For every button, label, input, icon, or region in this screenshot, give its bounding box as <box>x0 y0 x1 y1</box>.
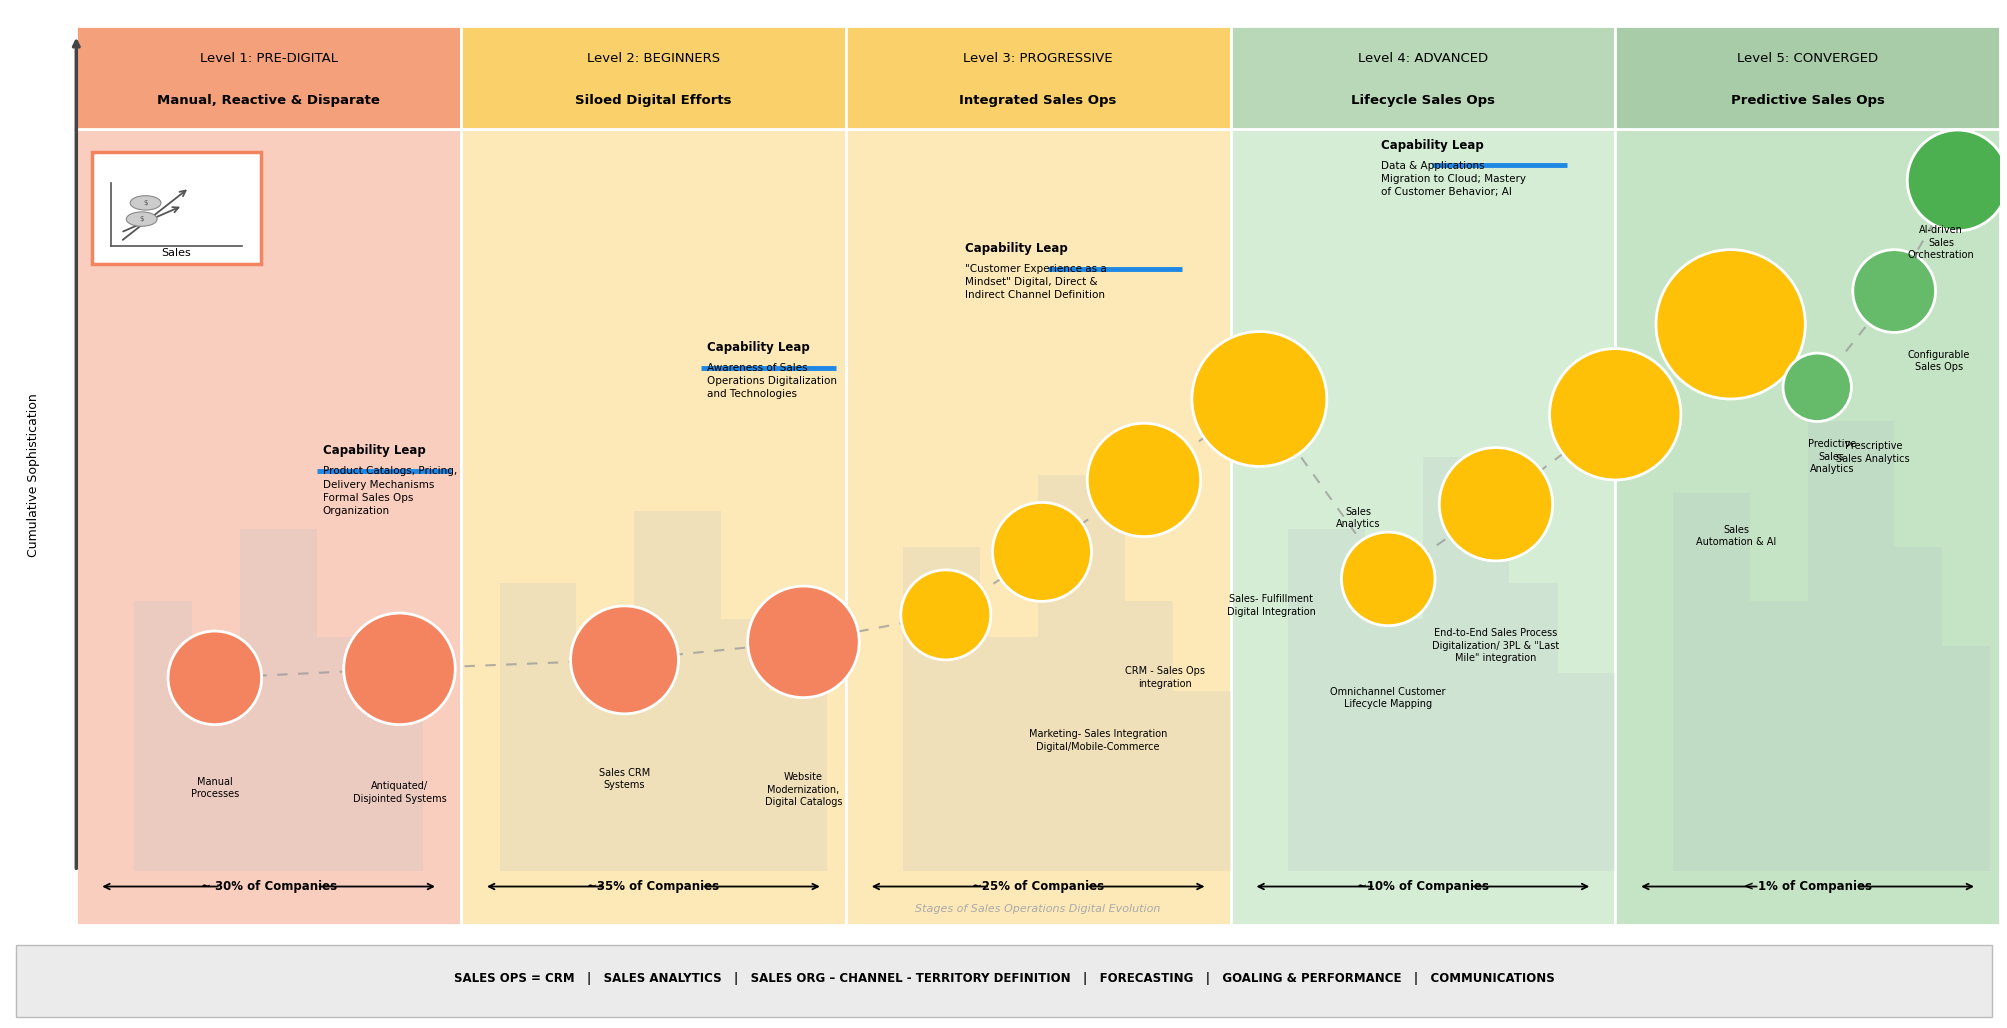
Text: Prescriptive
Sales Analytics: Prescriptive Sales Analytics <box>1836 441 1909 464</box>
Ellipse shape <box>1656 250 1804 399</box>
Text: Capability Leap: Capability Leap <box>965 242 1068 255</box>
Bar <box>1614 130 1999 925</box>
Text: Capability Leap: Capability Leap <box>1381 139 1483 152</box>
Bar <box>191 673 239 871</box>
Bar <box>1288 529 1365 871</box>
Text: Level 3: PROGRESSIVE: Level 3: PROGRESSIVE <box>963 52 1112 66</box>
Ellipse shape <box>1086 424 1200 537</box>
Text: Marketing- Sales Integration
Digital/Mobile-Commerce: Marketing- Sales Integration Digital/Mob… <box>1028 729 1166 751</box>
Bar <box>92 152 261 264</box>
Bar <box>903 547 979 871</box>
Text: Lifecycle Sales Ops: Lifecycle Sales Ops <box>1351 94 1493 107</box>
Ellipse shape <box>1907 130 2007 230</box>
Bar <box>845 26 1230 130</box>
Bar <box>1614 26 1999 130</box>
Text: Siloed Digital Efforts: Siloed Digital Efforts <box>574 94 731 107</box>
Text: Sales: Sales <box>161 249 191 258</box>
Bar <box>500 584 576 871</box>
Bar <box>1806 421 1893 871</box>
Bar <box>634 511 721 871</box>
Text: SALES OPS = CRM   |   SALES ANALYTICS   |   SALES ORG – CHANNEL - TERRITORY DEFI: SALES OPS = CRM | SALES ANALYTICS | SALE… <box>454 972 1553 985</box>
Bar <box>1423 457 1509 871</box>
Text: Website
Modernization,
Digital Catalogs: Website Modernization, Digital Catalogs <box>765 772 841 807</box>
Text: Cumulative Sophistication: Cumulative Sophistication <box>28 394 40 557</box>
Bar <box>1748 601 1806 871</box>
Text: ~10% of Companies: ~10% of Companies <box>1357 880 1487 893</box>
Bar <box>979 637 1038 871</box>
Text: Awareness of Sales
Operations Digitalization
and Technologies: Awareness of Sales Operations Digitaliza… <box>706 363 837 400</box>
Text: Predictive
Sales
Analytics: Predictive Sales Analytics <box>1806 440 1854 474</box>
Text: Data & Applications
Migration to Cloud; Mastery
of Customer Behavior; AI: Data & Applications Migration to Cloud; … <box>1381 160 1525 197</box>
Text: ~25% of Companies: ~25% of Companies <box>971 880 1104 893</box>
Ellipse shape <box>1439 447 1551 561</box>
Text: Manual
Processes: Manual Processes <box>191 777 239 799</box>
Text: ~ 30% of Companies: ~ 30% of Companies <box>201 880 337 893</box>
Bar <box>1893 547 1941 871</box>
Ellipse shape <box>1549 348 1680 480</box>
Text: Sales CRM
Systems: Sales CRM Systems <box>598 768 650 791</box>
Ellipse shape <box>1852 250 1935 332</box>
Ellipse shape <box>343 613 456 725</box>
Text: Stages of Sales Operations Digital Evolution: Stages of Sales Operations Digital Evolu… <box>915 904 1160 914</box>
Text: Sales
Analytics: Sales Analytics <box>1335 507 1381 529</box>
Text: $: $ <box>142 199 149 206</box>
Bar <box>462 26 845 130</box>
Bar <box>239 529 317 871</box>
Bar <box>1365 619 1423 871</box>
Bar <box>721 619 769 871</box>
Text: Capability Leap: Capability Leap <box>706 341 809 354</box>
Bar <box>845 130 1230 925</box>
Text: Sales
Automation & AI: Sales Automation & AI <box>1696 525 1776 547</box>
Bar <box>355 709 421 871</box>
Ellipse shape <box>747 586 859 698</box>
Text: Level 1: PRE-DIGITAL: Level 1: PRE-DIGITAL <box>199 52 337 66</box>
Bar <box>1124 601 1172 871</box>
Ellipse shape <box>1782 353 1850 421</box>
Bar <box>1557 673 1614 871</box>
Bar <box>462 130 845 925</box>
Bar <box>769 691 827 871</box>
Bar <box>1672 493 1748 871</box>
Text: Integrated Sales Ops: Integrated Sales Ops <box>959 94 1116 107</box>
Bar <box>1038 475 1124 871</box>
Text: Omnichannel Customer
Lifecycle Mapping: Omnichannel Customer Lifecycle Mapping <box>1331 687 1445 709</box>
Text: Level 2: BEGINNERS: Level 2: BEGINNERS <box>586 52 721 66</box>
Circle shape <box>126 212 157 226</box>
Text: CRM - Sales Ops
integration: CRM - Sales Ops integration <box>1124 666 1204 689</box>
Bar <box>16 945 1991 1017</box>
Bar <box>1172 691 1230 871</box>
Bar <box>317 637 355 871</box>
Text: Configurable
Sales Ops: Configurable Sales Ops <box>1907 350 1969 372</box>
Text: Sales- Fulfillment
Digital Integration: Sales- Fulfillment Digital Integration <box>1226 594 1315 617</box>
Circle shape <box>130 195 161 210</box>
Text: Product Catalogs, Pricing,
Delivery Mechanisms
Formal Sales Ops
Organization: Product Catalogs, Pricing, Delivery Mech… <box>323 467 456 516</box>
Ellipse shape <box>1192 332 1327 467</box>
Ellipse shape <box>169 631 261 725</box>
Bar <box>1941 647 1989 871</box>
Text: Predictive Sales Ops: Predictive Sales Ops <box>1730 94 1885 107</box>
Text: < 1% of Companies: < 1% of Companies <box>1742 880 1871 893</box>
Text: AI-driven
Sales
Orchestration: AI-driven Sales Orchestration <box>1907 225 1973 260</box>
Text: Capability Leap: Capability Leap <box>323 444 425 457</box>
Bar <box>576 656 634 871</box>
Bar <box>1230 130 1614 925</box>
Bar <box>76 26 462 130</box>
Bar <box>134 601 191 871</box>
Bar <box>1509 584 1557 871</box>
Text: "Customer Experience as a
Mindset" Digital, Direct &
Indirect Channel Definition: "Customer Experience as a Mindset" Digit… <box>965 264 1106 300</box>
Ellipse shape <box>1341 533 1435 626</box>
Text: ~35% of Companies: ~35% of Companies <box>588 880 719 893</box>
Text: Antiquated/
Disjointed Systems: Antiquated/ Disjointed Systems <box>353 781 446 804</box>
Text: Manual, Reactive & Disparate: Manual, Reactive & Disparate <box>157 94 379 107</box>
Text: $: $ <box>138 216 145 222</box>
Bar <box>1230 26 1614 130</box>
Text: End-to-End Sales Process
Digitalization/ 3PL & "Last
Mile" integration: End-to-End Sales Process Digitalization/… <box>1431 628 1559 663</box>
Text: Level 4: ADVANCED: Level 4: ADVANCED <box>1357 52 1487 66</box>
Ellipse shape <box>991 503 1092 601</box>
Ellipse shape <box>901 570 989 660</box>
Ellipse shape <box>570 605 678 713</box>
Bar <box>76 130 462 925</box>
Text: Level 5: CONVERGED: Level 5: CONVERGED <box>1736 52 1877 66</box>
